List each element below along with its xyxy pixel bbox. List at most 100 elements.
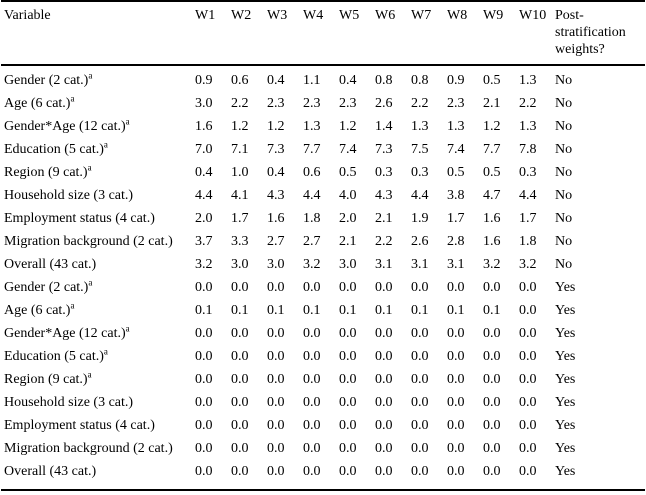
wave-value: 0.0 [339, 371, 357, 387]
wave-value: 2.1 [483, 95, 501, 111]
column-header-wave: W8 [447, 8, 468, 23]
wave-value: 3.2 [519, 256, 537, 272]
wave-value: 0.0 [483, 325, 501, 341]
wave-value: 7.4 [447, 141, 465, 157]
wave-value: 0.1 [303, 302, 321, 318]
table-row: Migration background (2 cat.) 3.7 3.3 2.7 2.… [1, 230, 645, 253]
wave-value: 0.1 [267, 302, 285, 318]
variable-label: Gender (2 cat.)a [4, 276, 93, 295]
header-row: Variable W1 W2 W3 W4 W5 W6 W7 W8 W9 W10 Post-strat… [1, 1, 645, 65]
wave-value: 7.3 [267, 141, 285, 157]
column-header-wave: W7 [411, 8, 432, 23]
wave-value: 0.5 [447, 164, 465, 180]
footnote-marker: a [70, 299, 75, 310]
wave-value: 0.3 [411, 164, 429, 180]
wave-value: 0.0 [447, 440, 465, 456]
wave-value: 0.1 [483, 302, 501, 318]
wave-value: 0.0 [447, 279, 465, 295]
wave-value: 0.4 [339, 72, 357, 88]
wave-value: 1.2 [231, 118, 249, 134]
footnote-marker: a [103, 138, 108, 149]
wave-value: 3.0 [195, 95, 213, 111]
column-header-wave: W10 [519, 8, 547, 23]
wave-value: 0.0 [411, 279, 429, 295]
wave-value: 0.0 [519, 325, 537, 341]
wave-value: 0.9 [447, 72, 465, 88]
wave-value: 0.0 [375, 279, 393, 295]
wave-value: 3.0 [339, 256, 357, 272]
table-body: Gender (2 cat.)a 0.9 0.6 0.4 1.1 0.4 0.8 0.8 0.9… [1, 65, 645, 490]
wave-value: 0.0 [375, 440, 393, 456]
variable-label: Migration background (2 cat.) [4, 233, 173, 249]
wave-value: 0.0 [483, 417, 501, 433]
wave-value: 1.9 [411, 210, 429, 226]
wave-value: 2.2 [411, 95, 429, 111]
wave-value: 0.0 [519, 463, 537, 479]
wave-value: 1.7 [519, 210, 537, 226]
wave-value: 0.8 [411, 72, 429, 88]
wave-value: 0.0 [519, 394, 537, 410]
wave-value: 2.3 [447, 95, 465, 111]
poststrat-value: No [555, 210, 573, 226]
table-row: Gender (2 cat.)a 0.9 0.6 0.4 1.1 0.4 0.8 0.8 0.9… [1, 65, 645, 92]
wave-value: 0.0 [519, 279, 537, 295]
wave-value: 1.0 [231, 164, 249, 180]
poststrat-value: No [555, 95, 573, 111]
wave-value: 0.0 [267, 394, 285, 410]
variable-label: Age (6 cat.)a [4, 92, 75, 111]
wave-value: 1.6 [483, 233, 501, 249]
wave-value: 0.0 [519, 417, 537, 433]
column-header-wave: W6 [375, 8, 396, 23]
wave-value: 0.4 [267, 72, 285, 88]
wave-value: 3.0 [267, 256, 285, 272]
wave-value: 0.0 [267, 279, 285, 295]
wave-value: 4.3 [267, 187, 285, 203]
wave-value: 0.0 [267, 348, 285, 364]
variable-label: Migration background (2 cat.) [4, 440, 173, 456]
wave-value: 1.6 [483, 210, 501, 226]
wave-value: 0.0 [375, 417, 393, 433]
wave-value: 2.2 [231, 95, 249, 111]
wave-value: 0.3 [519, 164, 537, 180]
wave-value: 1.3 [519, 72, 537, 88]
wave-value: 0.0 [375, 348, 393, 364]
wave-value: 0.0 [231, 463, 249, 479]
column-header-wave: W2 [231, 8, 252, 23]
wave-value: 0.0 [231, 394, 249, 410]
wave-value: 3.1 [447, 256, 465, 272]
table-row: Migration background (2 cat.) 0.0 0.0 0.0 0.… [1, 437, 645, 460]
wave-value: 4.4 [411, 187, 429, 203]
wave-value: 0.0 [231, 325, 249, 341]
table-row: Employment status (4 cat.) 0.0 0.0 0.0 0.0 0.… [1, 414, 645, 437]
wave-value: 0.0 [375, 463, 393, 479]
wave-value: 0.1 [231, 302, 249, 318]
poststrat-value: Yes [555, 440, 576, 456]
wave-value: 1.3 [519, 118, 537, 134]
wave-value: 3.1 [375, 256, 393, 272]
column-header-wave: W5 [339, 8, 360, 23]
wave-value: 0.0 [195, 371, 213, 387]
wave-value: 0.0 [519, 440, 537, 456]
wave-value: 0.0 [303, 325, 321, 341]
wave-value: 4.0 [339, 187, 357, 203]
table-row: Region (9 cat.)a 0.4 1.0 0.4 0.6 0.5 0.3 0.3 0.5… [1, 161, 645, 184]
column-header-wave: W9 [483, 8, 504, 23]
wave-value: 0.0 [303, 463, 321, 479]
wave-value: 0.0 [303, 394, 321, 410]
column-header-wave: W4 [303, 8, 324, 23]
table-row: Gender*Age (12 cat.)a 0.0 0.0 0.0 0.0 0.0 0.0 0… [1, 322, 645, 345]
wave-value: 2.7 [303, 233, 321, 249]
poststrat-value: No [555, 164, 573, 180]
wave-value: 0.0 [411, 371, 429, 387]
wave-value: 0.0 [339, 394, 357, 410]
wave-value: 0.0 [519, 348, 537, 364]
wave-value: 0.0 [195, 279, 213, 295]
wave-value: 2.6 [411, 233, 429, 249]
wave-value: 1.3 [447, 118, 465, 134]
variable-label: Region (9 cat.)a [4, 368, 92, 387]
poststrat-value: Yes [555, 325, 576, 341]
wave-value: 0.0 [231, 440, 249, 456]
wave-value: 1.7 [231, 210, 249, 226]
wave-value: 3.0 [231, 256, 249, 272]
